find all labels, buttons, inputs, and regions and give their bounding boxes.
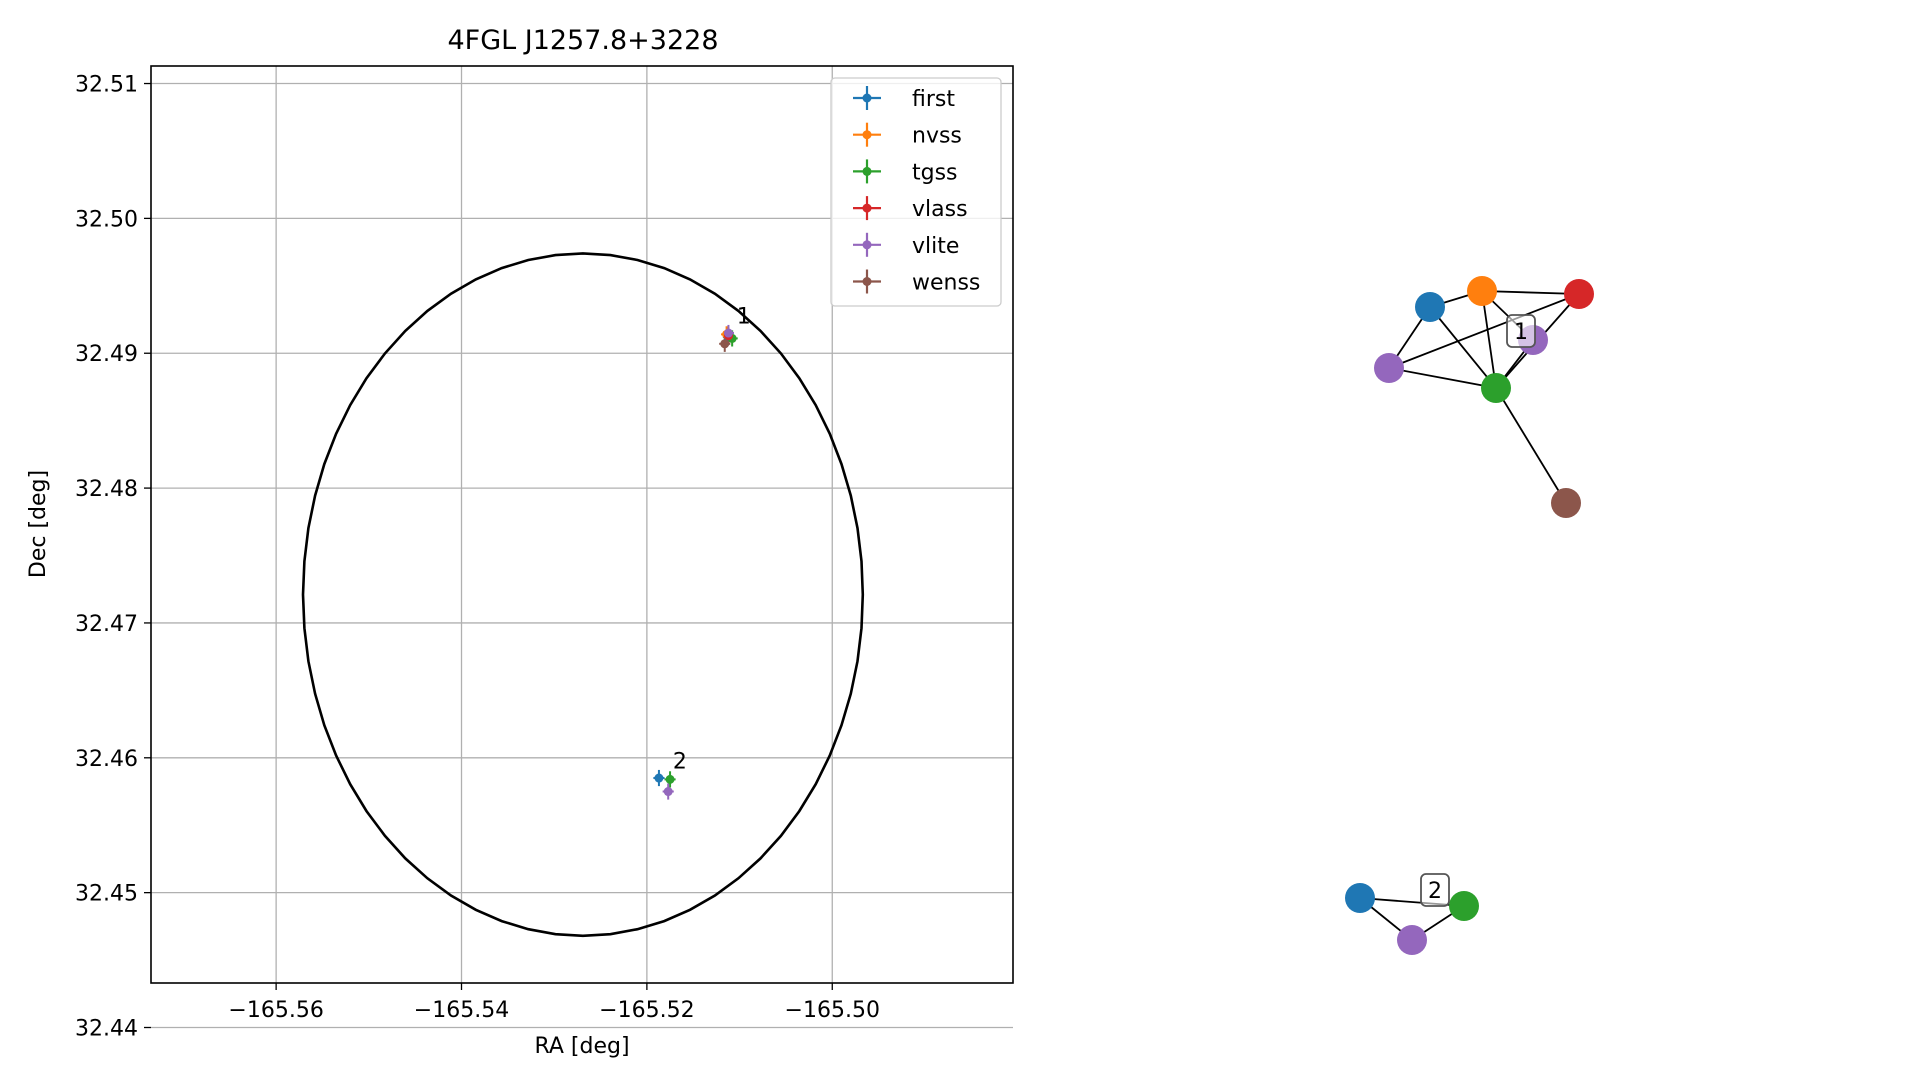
scatter-chart: 4FGL J1257.8+3228 12 −165.56 −165.54 −165.… xyxy=(26,25,1014,1059)
network-edges xyxy=(1359,290,1580,941)
y-tick-label: 32.47 xyxy=(75,612,138,637)
network-node-first xyxy=(1415,292,1445,322)
y-tick-label: 32.48 xyxy=(75,477,138,502)
error-bars xyxy=(653,324,738,800)
network-edge xyxy=(1429,306,1497,389)
x-tick-label: −165.56 xyxy=(228,998,323,1023)
network-node-nvss xyxy=(1467,276,1497,306)
y-axis-label: Dec [deg] xyxy=(26,470,51,578)
network-node-vlite xyxy=(1397,925,1427,955)
group-label: 1 xyxy=(1514,320,1528,345)
legend-marker-nvss xyxy=(862,130,872,140)
legend-label-first: first xyxy=(912,87,955,112)
network-edge xyxy=(1481,290,1497,389)
network-edge xyxy=(1481,290,1580,295)
network-node-wenss xyxy=(1551,488,1581,518)
scatter-points xyxy=(654,328,737,797)
point-vlite xyxy=(723,328,733,338)
legend-marker-first xyxy=(862,93,872,103)
legend-label-wenss: wenss xyxy=(912,271,980,296)
group-label-box xyxy=(1506,314,1536,348)
network-edge xyxy=(1388,367,1497,389)
y-tick-label: 32.49 xyxy=(75,342,138,367)
point-tgss xyxy=(665,774,675,784)
legend: first nvss tgss vlass vlite wenss xyxy=(830,77,1002,307)
legend-marker-vlite xyxy=(862,240,872,250)
plot-frame xyxy=(150,65,1014,984)
legend-marker-tgss xyxy=(862,166,872,176)
x-tick-label: −165.54 xyxy=(414,998,509,1023)
network-chart: 12 xyxy=(1345,276,1594,955)
error-ellipse xyxy=(301,252,865,938)
chart-title: 4FGL J1257.8+3228 xyxy=(447,25,718,56)
legend-label-tgss: tgss xyxy=(912,160,958,185)
network-node-tgss xyxy=(1481,373,1511,403)
network-node-vlass xyxy=(1564,279,1594,309)
network-edge xyxy=(1495,387,1567,504)
network-labels: 12 xyxy=(1420,314,1536,907)
legend-label-vlite: vlite xyxy=(912,234,959,259)
y-tick-label: 32.45 xyxy=(75,882,138,907)
x-axis-label: RA [deg] xyxy=(534,1034,629,1059)
x-tick-label: −165.52 xyxy=(599,998,694,1023)
x-tick-label: −165.50 xyxy=(785,998,880,1023)
group-label: 2 xyxy=(1428,879,1442,904)
network-node-first xyxy=(1345,883,1375,913)
x-ticks: −165.56 −165.54 −165.52 −165.50 xyxy=(228,983,880,1023)
network-node-tgss xyxy=(1449,891,1479,921)
legend-label-vlass: vlass xyxy=(912,197,968,222)
group-label-box xyxy=(1420,873,1450,907)
point-annotation: 2 xyxy=(673,750,687,775)
network-node-vlite xyxy=(1374,353,1404,383)
y-tick-label: 32.46 xyxy=(75,747,138,772)
legend-marker-vlass xyxy=(862,203,872,213)
point-wenss xyxy=(720,339,730,349)
grid-lines xyxy=(151,66,1013,1029)
annotations: 12 xyxy=(673,305,751,775)
legend-marker-wenss xyxy=(862,277,872,286)
y-tick-label: 32.50 xyxy=(75,207,138,232)
network-nodes xyxy=(1345,276,1594,955)
point-annotation: 1 xyxy=(737,305,751,330)
y-tick-label: 32.51 xyxy=(75,73,138,98)
legend-entries: first nvss tgss vlass vlite wenss xyxy=(853,86,980,296)
network-edge xyxy=(1388,293,1580,369)
legend-label-nvss: nvss xyxy=(912,124,962,149)
y-ticks: 32.44 32.45 32.46 32.47 32.48 32.49 32.50 32.51 xyxy=(75,73,151,1042)
y-tick-label: 32.44 xyxy=(75,1017,138,1042)
point-first xyxy=(654,773,664,783)
point-vlite xyxy=(663,787,673,797)
